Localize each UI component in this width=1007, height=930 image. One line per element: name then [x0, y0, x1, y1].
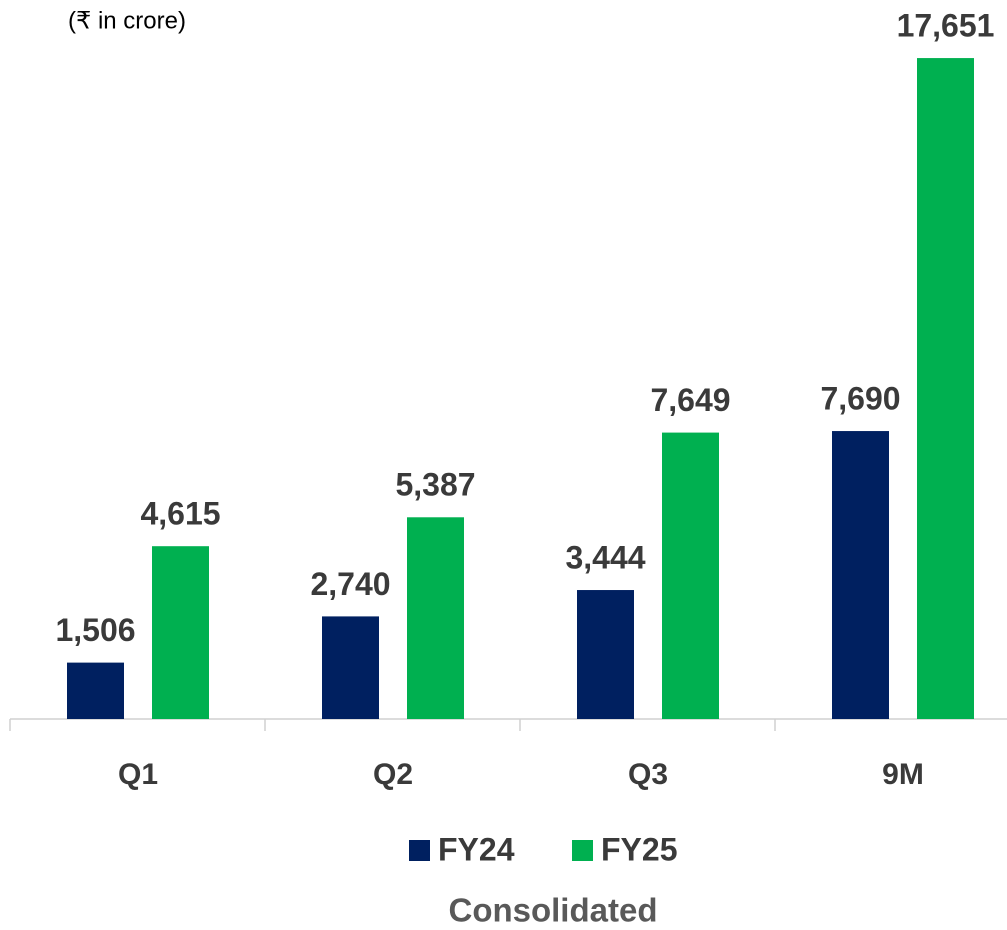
- data-label: 7,649: [650, 382, 730, 418]
- bar: [662, 432, 719, 719]
- data-label: 4,615: [140, 496, 220, 532]
- bar: [832, 431, 889, 719]
- bar: [407, 517, 464, 719]
- bar: [917, 58, 974, 719]
- data-label: 2,740: [310, 566, 390, 602]
- data-label: 5,387: [395, 467, 475, 503]
- legend-label: FY25: [601, 831, 677, 867]
- x-tick-label: Q3: [628, 758, 668, 791]
- x-tick-label: Q2: [373, 758, 413, 791]
- chart-subtitle: (₹ in crore): [68, 7, 186, 34]
- chart-title: Consolidated: [448, 892, 657, 929]
- bar: [322, 616, 379, 719]
- bar: [152, 546, 209, 719]
- data-label: 7,690: [820, 381, 900, 417]
- legend-swatch: [409, 840, 430, 861]
- x-tick-label: Q1: [118, 758, 158, 791]
- data-label: 17,651: [897, 8, 995, 44]
- x-tick-label: 9M: [882, 758, 924, 791]
- legend-swatch: [572, 840, 593, 861]
- data-label: 1,506: [55, 612, 135, 648]
- data-label: 3,444: [565, 539, 645, 575]
- bar: [577, 590, 634, 719]
- bar: [67, 662, 124, 719]
- legend-label: FY24: [438, 831, 515, 867]
